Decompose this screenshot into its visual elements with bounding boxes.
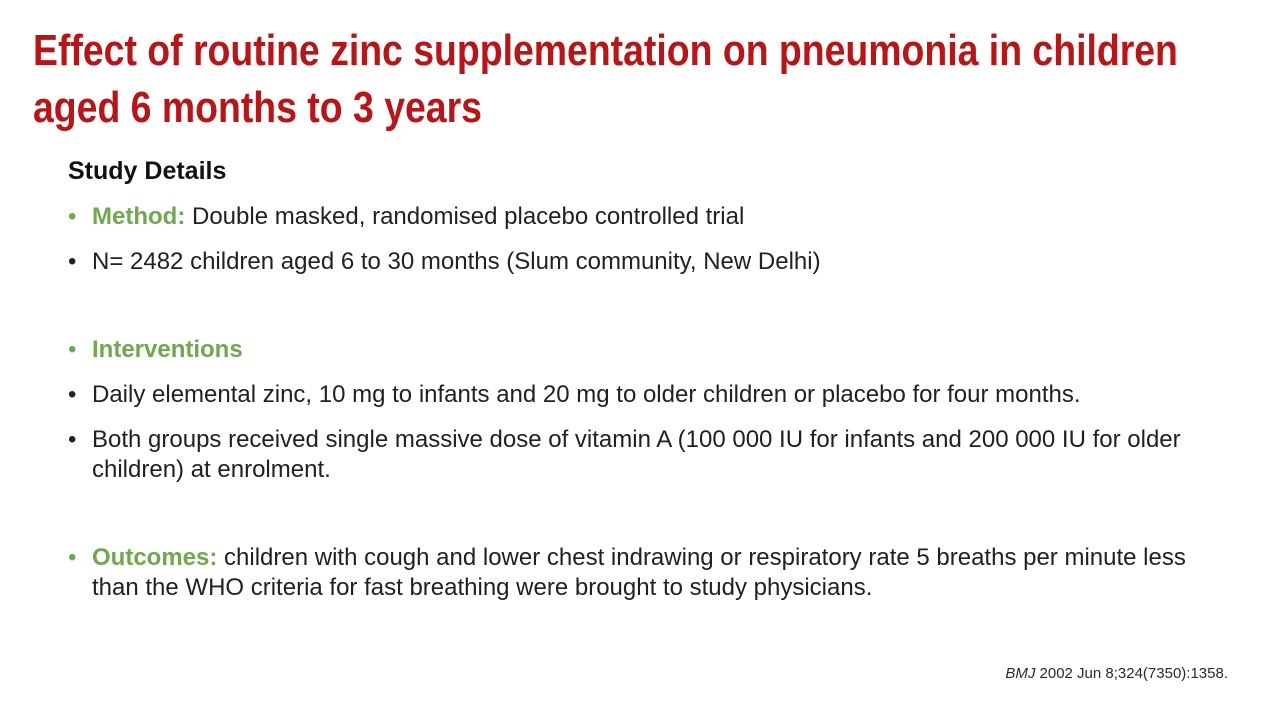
citation-reference: 2002 Jun 8;324(7350):1358. — [1035, 665, 1229, 682]
citation: BMJ 2002 Jun 8;324(7350):1358. — [1005, 664, 1228, 684]
bullet-list: • Method: Double masked, randomised plac… — [68, 202, 1187, 603]
bullet-text: children with cough and lower chest indr… — [92, 544, 1186, 601]
bullet-text: Double masked, randomised placebo contro… — [185, 203, 745, 230]
bullet-text-wrap: N= 2482 children aged 6 to 30 months (Sl… — [92, 247, 1187, 277]
bullet-text-wrap: Both groups received single massive dose… — [92, 425, 1187, 485]
bullet-item-outcomes: • Outcomes: children with cough and lowe… — [68, 543, 1187, 603]
bullet-dot-icon: • — [68, 248, 77, 275]
bullet-dot-icon: • — [68, 381, 77, 408]
bullet-item-method: • Method: Double masked, randomised plac… — [68, 202, 1187, 232]
bullet-text-wrap: Outcomes: children with cough and lower … — [92, 543, 1187, 603]
bullet-item-sample-size: • N= 2482 children aged 6 to 30 months (… — [68, 247, 1187, 277]
bullet-text-wrap: Method: Double masked, randomised placeb… — [92, 202, 1187, 232]
bullet-text: N= 2482 children aged 6 to 30 months (Sl… — [92, 248, 821, 275]
bullet-item-vitamin-a: • Both groups received single massive do… — [68, 425, 1187, 485]
bullet-text: Daily elemental zinc, 10 mg to infants a… — [92, 381, 1081, 408]
bullet-label: Interventions — [92, 336, 243, 363]
bullet-dot-icon: • — [68, 203, 77, 230]
bullet-dot-icon: • — [68, 336, 77, 363]
bullet-text: Both groups received single massive dose… — [92, 426, 1181, 483]
slide-body: Study Details • Method: Double masked, r… — [68, 156, 1187, 603]
citation-journal: BMJ — [1005, 665, 1036, 682]
bullet-label: Outcomes: — [92, 544, 218, 571]
section-heading: Study Details — [68, 157, 227, 185]
bullet-text-wrap: Interventions — [92, 335, 1187, 365]
slide-title: Effect of routine zinc supplementation o… — [33, 26, 1178, 132]
bullet-item-daily-zinc: • Daily elemental zinc, 10 mg to infants… — [68, 380, 1187, 410]
bullet-text-wrap: Daily elemental zinc, 10 mg to infants a… — [92, 380, 1187, 410]
bullet-dot-icon: • — [68, 544, 77, 571]
bullet-item-interventions: • Interventions — [68, 335, 1187, 365]
bullet-label: Method: — [92, 203, 186, 230]
bullet-dot-icon: • — [68, 426, 77, 453]
